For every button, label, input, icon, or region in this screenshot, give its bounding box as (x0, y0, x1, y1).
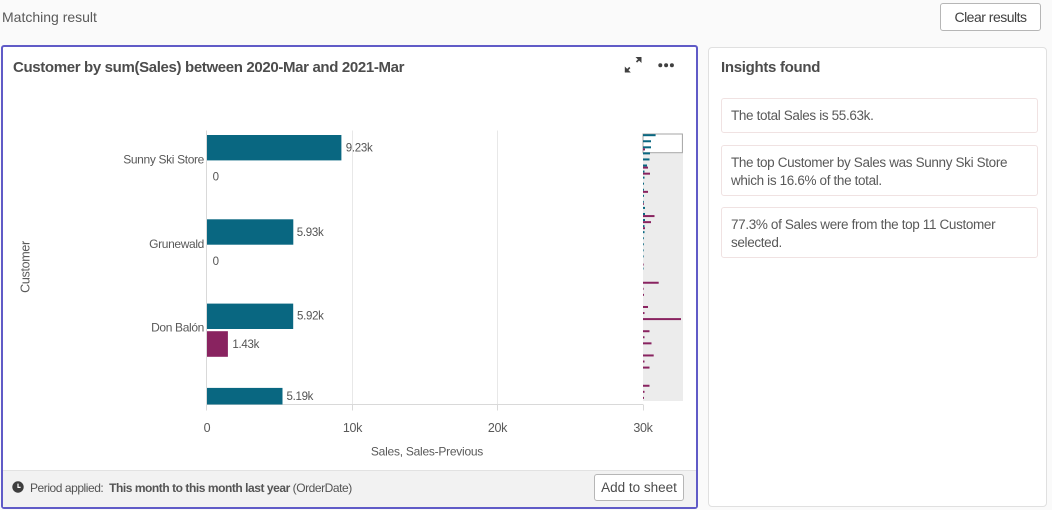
svg-text:10k: 10k (343, 421, 363, 435)
svg-text:5.92k: 5.92k (297, 311, 324, 323)
svg-text:Sales, Sales-Previous: Sales, Sales-Previous (371, 445, 483, 459)
svg-text:5.19k: 5.19k (287, 391, 314, 403)
svg-text:5.93k: 5.93k (297, 227, 324, 239)
svg-text:0: 0 (204, 421, 211, 435)
svg-text:Sunny Ski Store: Sunny Ski Store (123, 153, 204, 167)
svg-text:9.23k: 9.23k (346, 143, 373, 155)
svg-text:20k: 20k (488, 421, 508, 435)
svg-text:Customer: Customer (19, 241, 33, 293)
svg-text:Grunewald: Grunewald (149, 237, 204, 251)
svg-text:0: 0 (213, 172, 219, 184)
svg-text:30k: 30k (633, 421, 653, 435)
svg-text:0: 0 (213, 256, 219, 268)
svg-text:1.43k: 1.43k (232, 339, 259, 351)
svg-text:Don Balón: Don Balón (151, 320, 204, 334)
